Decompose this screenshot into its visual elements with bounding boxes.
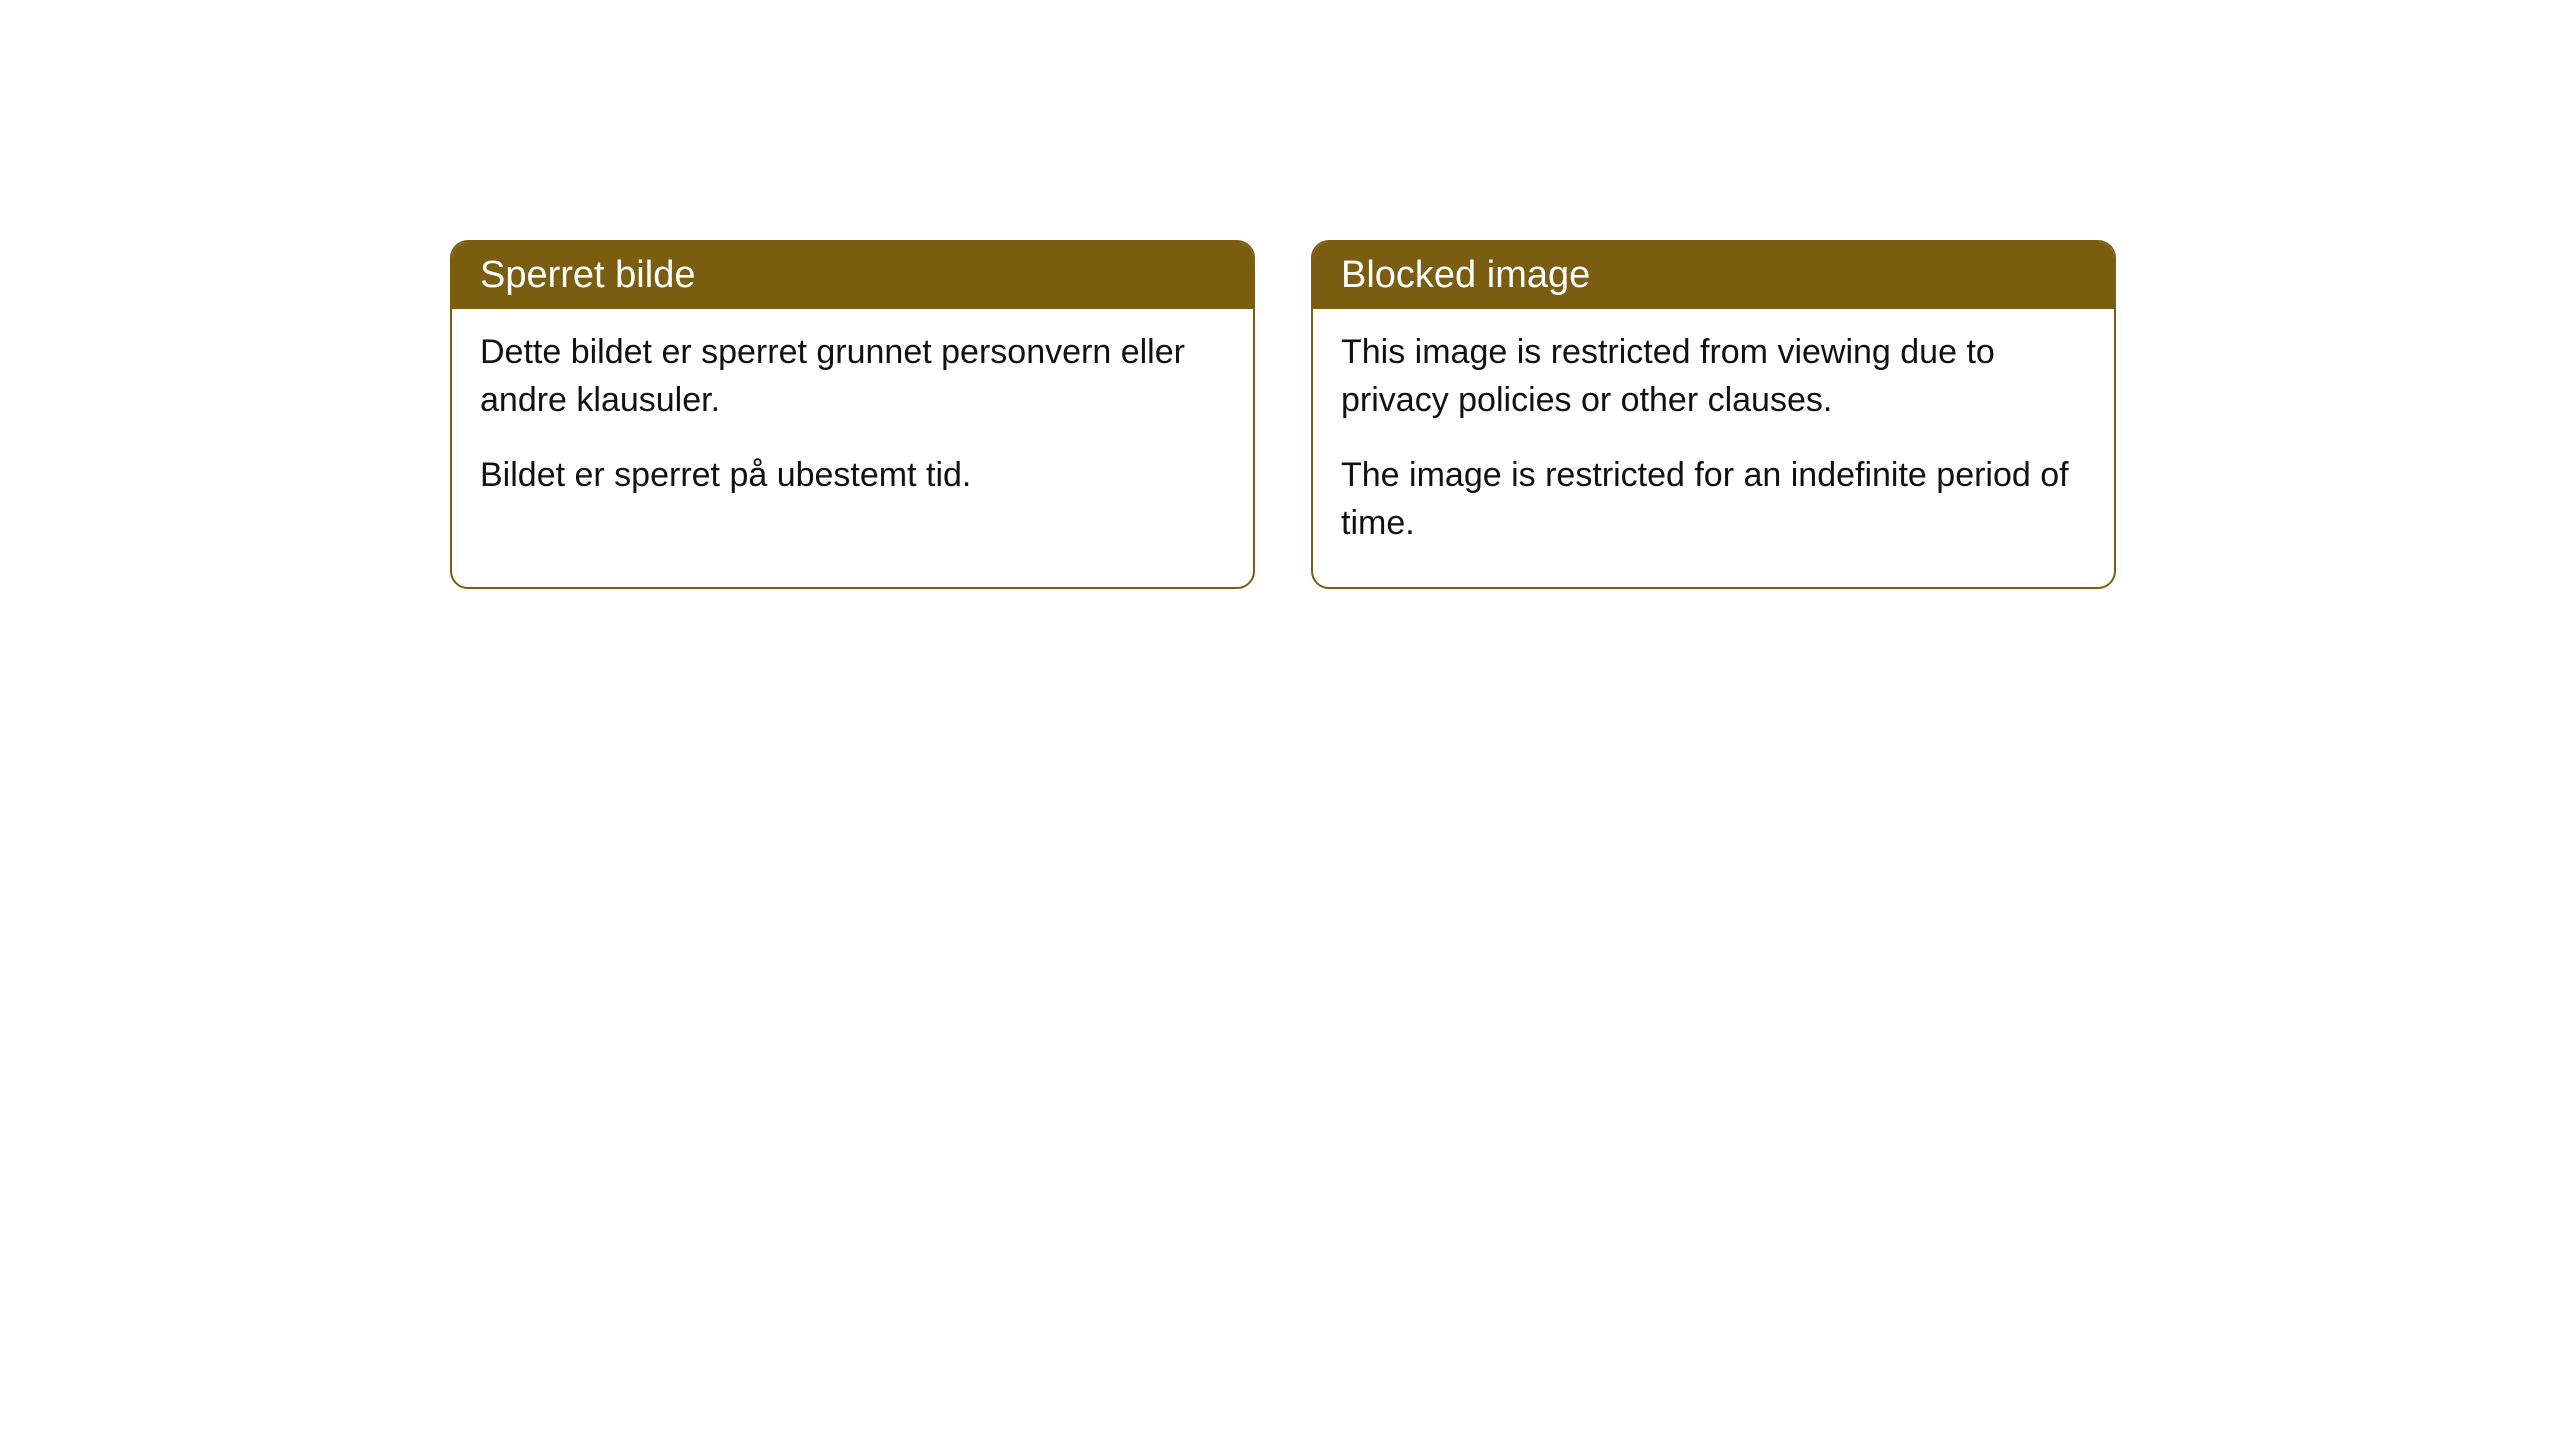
blocked-image-card-no: Sperret bilde Dette bildet er sperret gr… <box>450 240 1255 589</box>
card-body-no: Dette bildet er sperret grunnet personve… <box>452 309 1253 540</box>
card-paragraph-no-2: Bildet er sperret på ubestemt tid. <box>480 452 1225 500</box>
card-header-en: Blocked image <box>1313 242 2114 309</box>
card-body-en: This image is restricted from viewing du… <box>1313 309 2114 587</box>
notice-container: Sperret bilde Dette bildet er sperret gr… <box>450 240 2116 589</box>
blocked-image-card-en: Blocked image This image is restricted f… <box>1311 240 2116 589</box>
card-paragraph-no-1: Dette bildet er sperret grunnet personve… <box>480 329 1225 424</box>
card-paragraph-en-2: The image is restricted for an indefinit… <box>1341 452 2086 547</box>
card-header-no: Sperret bilde <box>452 242 1253 309</box>
card-paragraph-en-1: This image is restricted from viewing du… <box>1341 329 2086 424</box>
